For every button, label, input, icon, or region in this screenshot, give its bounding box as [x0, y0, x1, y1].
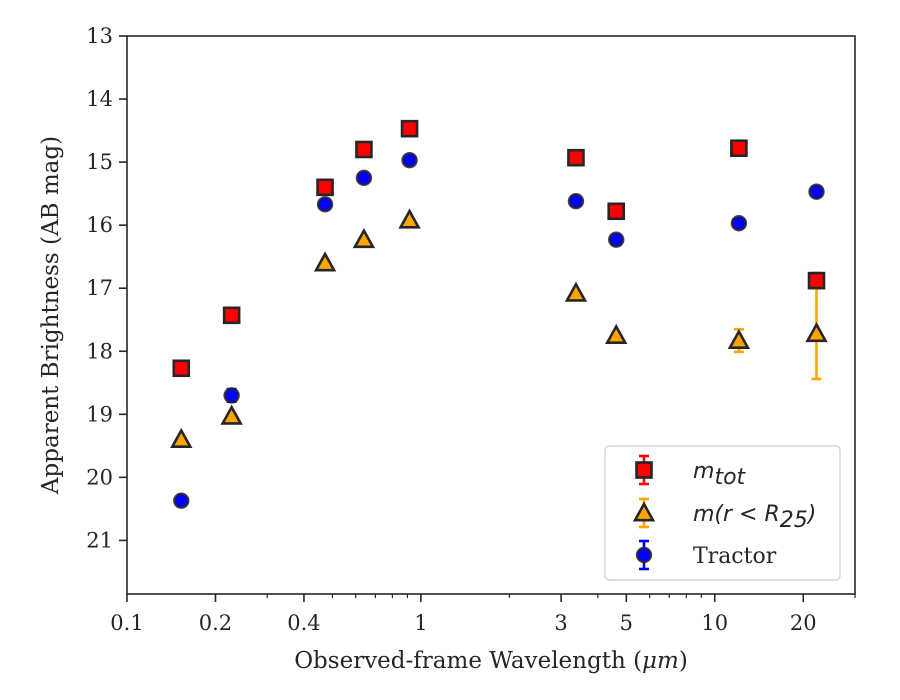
x-tick-label: 0.4 [287, 611, 320, 635]
x-axis-title: Observed-frame Wavelength (μm) [294, 648, 688, 674]
x-tick-label: 0.1 [110, 611, 143, 635]
y-tick-label: 19 [86, 402, 113, 426]
y-tick-label: 18 [86, 339, 113, 363]
data-markers [170, 119, 828, 509]
mtot-point [607, 202, 626, 221]
legend-label-m25: m(r < R25) [693, 502, 816, 533]
mtot-point [355, 140, 373, 159]
mtot-point [316, 178, 334, 197]
y-tick-label: 17 [86, 276, 113, 300]
plot-frame [126, 35, 856, 595]
m25-point [564, 281, 588, 302]
m25-point [313, 251, 337, 272]
y-tick-label: 14 [86, 87, 113, 111]
legend-label-tractor: Tractor [693, 544, 777, 569]
tractor-point [730, 215, 748, 232]
x-tick-label: 10 [701, 611, 728, 635]
tractor-point [808, 183, 825, 200]
mtot-point [400, 119, 419, 138]
legend: mtot m(r < R25) Tractor [604, 445, 841, 581]
tractor-point [316, 196, 334, 213]
mtot-point [172, 359, 191, 378]
x-tick-label: 3 [554, 611, 567, 635]
tractor-point [173, 492, 190, 509]
mtot-point [567, 148, 585, 167]
y-tick-label: 13 [86, 24, 113, 48]
x-tick-label: 5 [620, 611, 633, 635]
legend-marker-tractor [635, 546, 653, 564]
tractor-point [401, 152, 418, 169]
tractor-point [608, 231, 625, 248]
y-axis-title: Apparent Brightness (AB mag) [38, 136, 64, 495]
legend-label-mtot: mtot [693, 459, 747, 490]
y-tick-label: 15 [86, 150, 113, 174]
m25-point [220, 404, 243, 425]
y-tick-label: 21 [86, 528, 113, 552]
x-tick-label: 20 [790, 611, 817, 635]
mtot-point [730, 139, 748, 158]
x-axis: 0.1 0.2 0.4 1 3 5 10 20 [110, 594, 856, 635]
y-tick-label: 16 [86, 213, 113, 237]
m25-point [170, 427, 193, 449]
mtot-point [807, 271, 826, 290]
mtot-point [222, 306, 241, 325]
x-tick-label: 0.2 [199, 611, 232, 635]
y-tick-label: 20 [86, 465, 113, 489]
legend-marker-m25 [632, 501, 656, 522]
m25-point [805, 321, 828, 343]
x-tick-label: 1 [414, 611, 427, 635]
y-axis: 13 14 15 16 17 18 19 20 21 [86, 24, 127, 552]
plot-axes [126, 35, 856, 595]
legend-marker-mtot [635, 461, 653, 479]
tractor-point [223, 387, 240, 404]
tractor-point [567, 192, 585, 210]
legend-box [604, 445, 841, 581]
m25-point [352, 227, 376, 249]
tractor-point [355, 169, 373, 187]
m25-point [605, 323, 628, 344]
m25-point [398, 208, 421, 229]
m25-point [727, 328, 751, 350]
